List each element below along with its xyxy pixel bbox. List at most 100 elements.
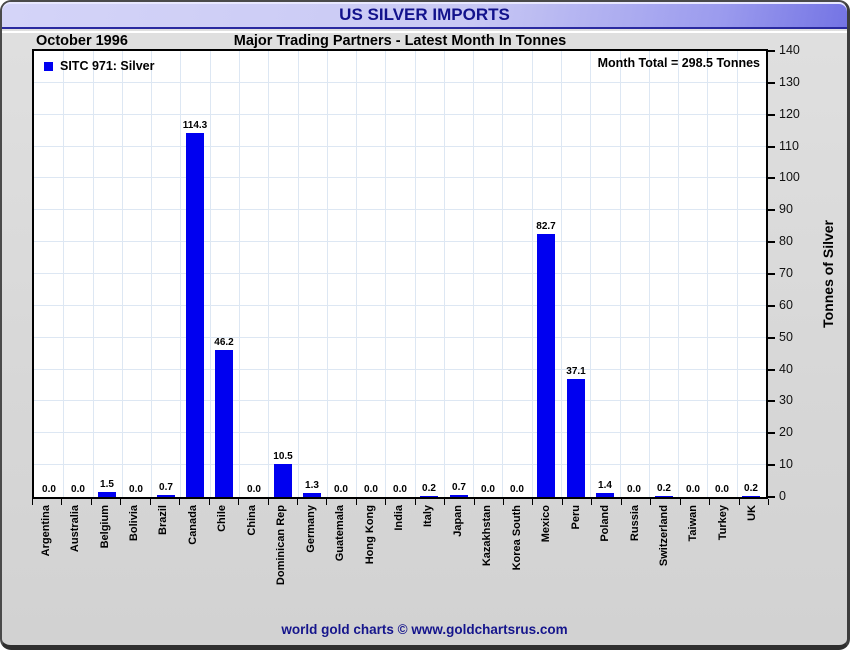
x-axis-category-label: India bbox=[393, 505, 405, 531]
y-axis-tick-label: 40 bbox=[779, 362, 793, 376]
x-axis-category-label: Bolivia bbox=[128, 505, 140, 542]
bar bbox=[537, 234, 555, 497]
bar-value-label: 0.2 bbox=[744, 483, 758, 494]
x-axis-tick bbox=[297, 499, 298, 505]
gridline-horizontal bbox=[34, 432, 766, 433]
gridline-vertical bbox=[620, 51, 621, 497]
title-bar: US SILVER IMPORTS bbox=[2, 2, 847, 29]
x-axis-tick bbox=[621, 499, 622, 505]
gridline-horizontal bbox=[34, 369, 766, 370]
bar-value-label: 0.0 bbox=[715, 484, 729, 495]
x-axis-tick bbox=[91, 499, 92, 505]
y-axis-tick bbox=[768, 496, 775, 498]
month-total-annotation: Month Total = 298.5 Tonnes bbox=[597, 56, 760, 70]
x-axis-category-label: Australia bbox=[69, 505, 81, 553]
y-axis-tick-label: 50 bbox=[779, 330, 793, 344]
y-axis-tick-label: 130 bbox=[779, 75, 800, 89]
bar bbox=[420, 496, 438, 497]
gridline-horizontal bbox=[34, 82, 766, 83]
bar-value-label: 0.0 bbox=[627, 484, 641, 495]
y-axis-tick-label: 0 bbox=[779, 489, 786, 503]
gridline-horizontal bbox=[34, 305, 766, 306]
bar-value-label: 1.3 bbox=[305, 480, 319, 491]
legend-swatch-icon bbox=[44, 61, 53, 71]
x-axis-tick bbox=[238, 499, 239, 505]
x-axis-category-label: Argentina bbox=[40, 505, 52, 557]
gridline-vertical bbox=[268, 51, 269, 497]
x-axis-tick bbox=[650, 499, 651, 505]
gridline-vertical bbox=[151, 51, 152, 497]
x-axis-category-label: Russia bbox=[629, 505, 641, 542]
bar-value-label: 0.2 bbox=[422, 483, 436, 494]
bar-value-label: 0.7 bbox=[452, 482, 466, 493]
x-axis-tick bbox=[150, 499, 151, 505]
gridline-vertical bbox=[210, 51, 211, 497]
y-axis-tick bbox=[768, 464, 775, 466]
x-axis-tick bbox=[32, 499, 33, 505]
gridline-vertical bbox=[590, 51, 591, 497]
x-axis-category-label: Mexico bbox=[540, 505, 552, 543]
period-label: October 1996 bbox=[36, 33, 128, 49]
x-axis-category-label: Turkey bbox=[717, 505, 729, 541]
legend: SITC 971: Silver bbox=[44, 59, 155, 73]
bar bbox=[450, 495, 468, 497]
gridline-vertical bbox=[239, 51, 240, 497]
y-axis-tick-label: 90 bbox=[779, 202, 793, 216]
bar bbox=[186, 133, 204, 497]
y-axis-tick bbox=[768, 400, 775, 402]
x-axis-category-label: UK bbox=[746, 505, 758, 521]
bar-value-label: 0.2 bbox=[657, 483, 671, 494]
gridline-vertical bbox=[678, 51, 679, 497]
x-axis-category-label: China bbox=[246, 505, 258, 536]
x-axis-tick bbox=[179, 499, 180, 505]
x-axis-category-label: Japan bbox=[452, 505, 464, 537]
x-axis-category-label: Germany bbox=[305, 505, 317, 553]
bar-value-label: 0.0 bbox=[129, 484, 143, 495]
x-axis-category-label: Canada bbox=[187, 505, 199, 545]
x-axis-category-label: Poland bbox=[599, 505, 611, 542]
gridline-horizontal bbox=[34, 337, 766, 338]
y-axis-tick-label: 10 bbox=[779, 457, 793, 471]
x-axis-category-label: Dominican Rep bbox=[275, 505, 287, 586]
y-axis-tick bbox=[768, 273, 775, 275]
gridline-vertical bbox=[356, 51, 357, 497]
gridline-vertical bbox=[473, 51, 474, 497]
x-axis-category-label: Korea South bbox=[511, 505, 523, 571]
x-axis-category-label: Brazil bbox=[157, 505, 169, 535]
gridline-horizontal bbox=[34, 146, 766, 147]
y-axis-tick-label: 20 bbox=[779, 425, 793, 439]
bar-value-label: 0.7 bbox=[159, 482, 173, 493]
bar-value-label: 0.0 bbox=[42, 484, 56, 495]
y-axis-tick-label: 30 bbox=[779, 393, 793, 407]
y-axis-tick bbox=[768, 209, 775, 211]
x-axis-category-label: Hong Kong bbox=[364, 505, 376, 565]
gridline-vertical bbox=[327, 51, 328, 497]
x-axis-tick bbox=[768, 499, 769, 505]
x-axis-category-label: Peru bbox=[570, 505, 582, 530]
plot-canvas: 0.0 0.0 1.5 0.0 0.7 114.3 46.2 0.0 10.5 1.3 0.0 0.0… bbox=[34, 51, 766, 497]
bar-value-label: 0.0 bbox=[481, 484, 495, 495]
gridline-vertical bbox=[122, 51, 123, 497]
x-axis-category-label: Chile bbox=[216, 505, 228, 532]
plot-area: 0.0 0.0 1.5 0.0 0.7 114.3 46.2 0.0 10.5 1.3 0.0 0.0… bbox=[32, 49, 768, 499]
bar-value-label: 0.0 bbox=[393, 484, 407, 495]
bar-value-label: 0.0 bbox=[686, 484, 700, 495]
y-axis-tick bbox=[768, 241, 775, 243]
y-axis-tick bbox=[768, 146, 775, 148]
x-axis-tick bbox=[562, 499, 563, 505]
bar-value-label: 46.2 bbox=[214, 337, 234, 348]
gridline-vertical bbox=[444, 51, 445, 497]
x-axis-tick bbox=[474, 499, 475, 505]
page-title: US SILVER IMPORTS bbox=[339, 5, 510, 24]
y-axis-tick-label: 70 bbox=[779, 266, 793, 280]
x-axis-tick bbox=[268, 499, 269, 505]
y-axis-tick-label: 120 bbox=[779, 107, 800, 121]
x-axis-tick bbox=[444, 499, 445, 505]
bar-value-label: 0.0 bbox=[364, 484, 378, 495]
x-axis-category-label: Taiwan bbox=[687, 505, 699, 542]
x-axis-tick bbox=[739, 499, 740, 505]
gridline-horizontal bbox=[34, 400, 766, 401]
y-axis-tick-label: 140 bbox=[779, 43, 800, 57]
legend-label: SITC 971: Silver bbox=[60, 59, 155, 73]
